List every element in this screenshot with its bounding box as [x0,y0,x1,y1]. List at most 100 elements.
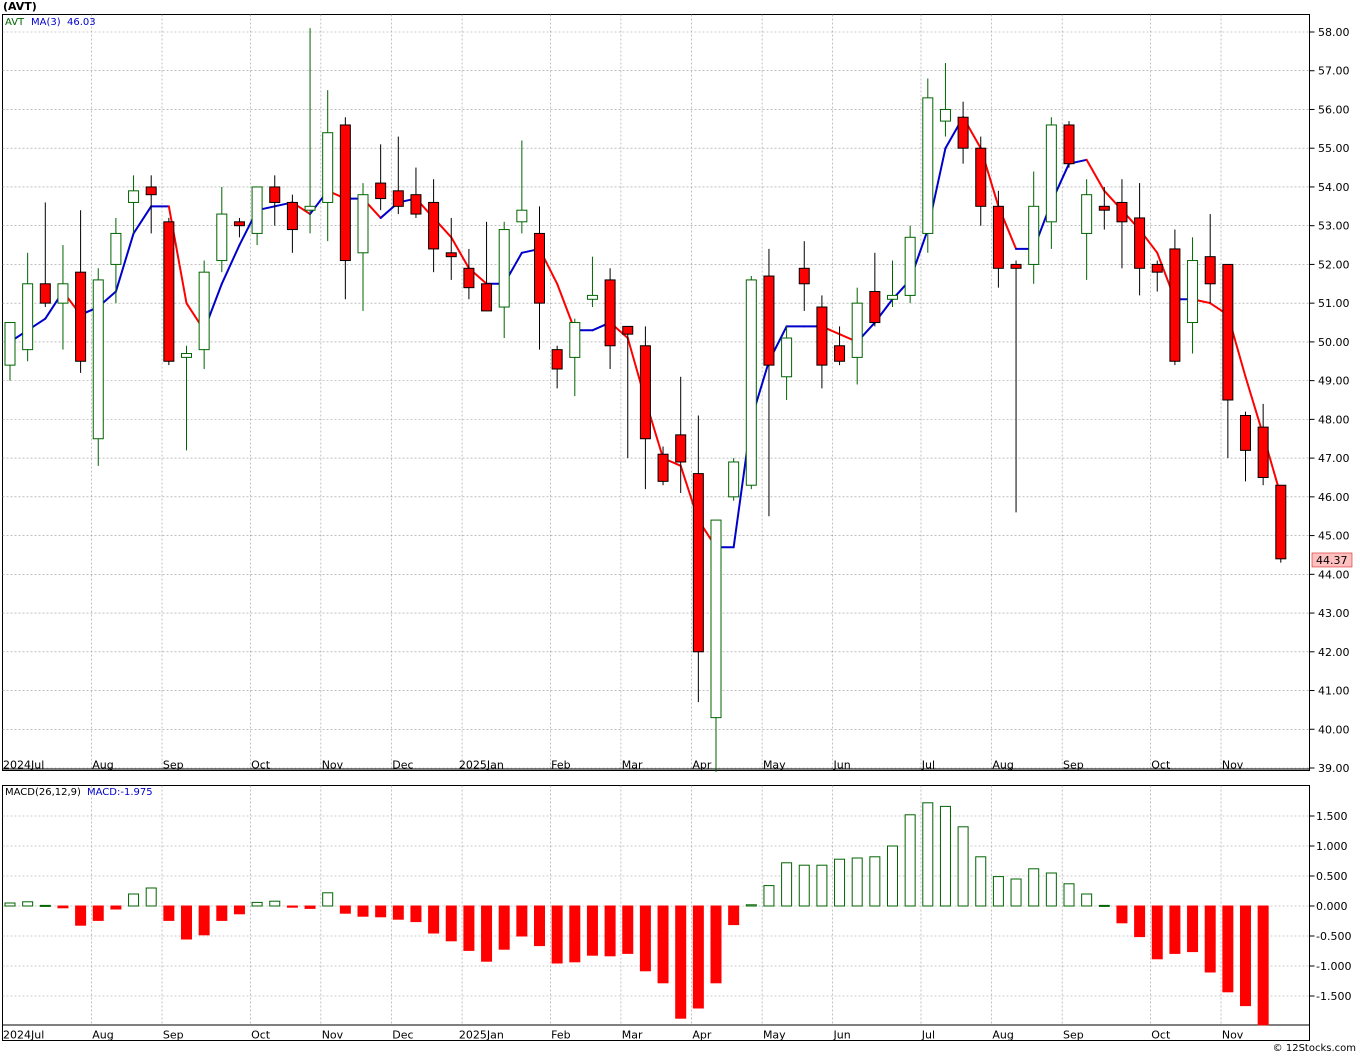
macd-bar-negative [75,905,87,926]
macd-bar-positive [322,892,334,907]
price-x-label: Mar [622,759,643,772]
candle-body [586,294,598,300]
last-price-box [1311,552,1353,568]
candle-body [322,132,334,203]
macd-bar-positive [851,857,863,907]
candle-body [1257,426,1269,478]
macd-bar-negative [692,905,704,1009]
macd-bar-positive [1010,878,1022,907]
macd-bar-positive [816,864,828,907]
candle-body [975,147,987,207]
candle-down [692,415,704,703]
macd-tick-label: 1.000 [1316,840,1348,853]
price-tick-label: 50.00 [1318,336,1350,349]
candle-up [181,345,192,451]
candle-up [728,458,740,501]
candle-down [1240,411,1251,482]
candle-down [798,241,810,311]
macd-x-label: Oct [251,1029,271,1042]
candle-up [939,62,951,137]
price-tick-label: 58.00 [1318,26,1350,39]
macd-bar-negative [357,905,369,917]
candle-up [57,245,69,350]
candle-body [1151,263,1163,273]
macd-panel [2,785,1310,1041]
macd-bar-negative [498,905,510,950]
candle-body [1116,201,1128,223]
price-x-label: 2024Jul [3,759,44,772]
candle-body [1240,414,1251,451]
macd-bar-negative [163,905,175,921]
candle-body [1081,194,1093,234]
price-tick-label: 40.00 [1318,723,1350,736]
price-x-axis-band: 2024Jul Aug Sep Oct Nov Dec 2025Jan Feb Mar Apr Ma… [2,759,1310,772]
macd-bar-positive [39,904,51,907]
candle-body [939,108,951,122]
chart-title: (AVT) [3,0,37,13]
macd-tick-label: -1.000 [1316,960,1351,973]
candle-body [781,337,793,378]
candle-body [233,221,245,227]
candle-body [22,283,34,351]
macd-bar-negative [57,905,69,909]
macd-bar-negative [569,905,581,963]
ma-segment [1085,158,1106,192]
price-tick-label: 43.00 [1318,607,1350,620]
candle-up [904,225,916,304]
candle-down [639,326,651,490]
candle-up [322,90,334,242]
macd-tick-label: 0.000 [1316,900,1348,913]
candle-body [745,279,757,486]
candle-down [1134,183,1146,296]
macd-x-label: Aug [992,1029,1013,1042]
candle-up [586,256,598,308]
candle-down [869,252,881,327]
candle-up [887,260,898,308]
candle-up [110,217,122,304]
macd-bar-negative [445,905,457,942]
candle-body [410,194,422,215]
candle-body [639,345,651,440]
candle-body [1222,263,1234,401]
candle-down [957,101,969,164]
candle-down [286,194,298,253]
macd-bar-positive [145,887,157,907]
price-x-label: Sep [1063,759,1084,772]
macd-bar-positive [975,856,987,907]
macd-bar-negative [710,905,722,984]
ma-segment [132,205,153,235]
macd-bar-positive [4,902,16,907]
candle-down [1204,214,1216,304]
candle-up [216,186,228,273]
macd-bar-negative [586,905,598,956]
macd-legend-value: MACD:-1.975 [87,787,153,798]
candle-body [957,116,969,149]
price-tick-label: 51.00 [1318,297,1350,310]
macd-bar-negative [551,905,563,964]
macd-bar-negative [604,905,616,957]
candle-up [92,268,104,466]
candle-body [1187,260,1199,324]
macd-bar-negative [657,905,669,984]
legend-ma-value: 46.03 [67,17,96,28]
macd-bar-negative [216,905,228,921]
macd-bar-negative [1240,905,1251,1007]
candle-down [622,325,634,459]
candle-body [816,306,828,366]
macd-bar-positive [1098,904,1110,907]
candle-body [851,302,863,358]
candle-body [339,124,351,262]
candle-down [816,295,828,389]
candle-up [781,326,793,400]
macd-bar-positive [745,904,757,907]
price-tick-label: 44.00 [1318,568,1350,581]
price-tick-label: 42.00 [1318,646,1350,659]
candle-body [516,209,528,223]
macd-x-label: Dec [392,1029,413,1042]
candle-body [763,275,775,366]
price-x-label: Jul [921,759,935,772]
macd-bar-positive [1081,893,1093,907]
candle-up [198,260,210,370]
macd-bar-positive [798,864,810,907]
candle-down [481,221,493,312]
